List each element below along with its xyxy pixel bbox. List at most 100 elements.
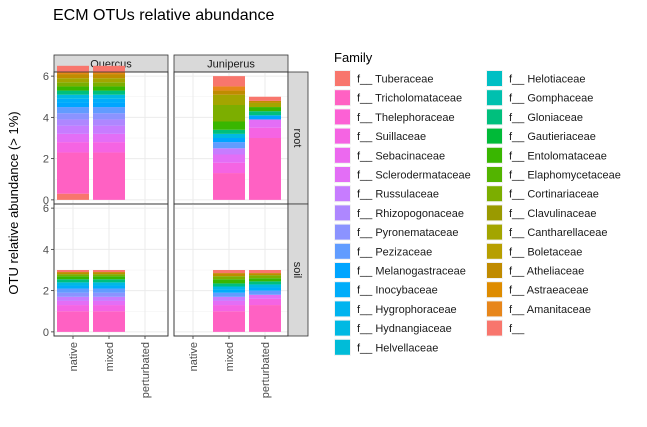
legend-key	[335, 205, 350, 221]
legend-key	[487, 71, 502, 86]
bar-segment	[249, 107, 281, 112]
bar-segment	[213, 162, 245, 174]
legend-label: f__ Atheliaceae	[509, 266, 584, 278]
bar-segment	[213, 305, 245, 312]
bar-segment	[213, 76, 245, 87]
y-tick-label: 4	[43, 244, 49, 256]
bar-segment	[93, 152, 125, 200]
bar-segment	[57, 305, 89, 312]
bar-segment	[93, 113, 125, 120]
bar-segment	[213, 283, 245, 287]
legend-key	[487, 109, 502, 125]
bar-segment	[93, 74, 125, 79]
bar-segment	[93, 305, 125, 312]
bar-segment	[213, 138, 245, 143]
bar-segment	[57, 82, 89, 87]
legend-label: f__ Clavulinaceae	[509, 208, 596, 220]
legend-key	[335, 109, 350, 125]
legend-label: f__ Gloniaceae	[509, 112, 583, 124]
bar-segment	[249, 138, 281, 200]
bar-segment	[249, 115, 281, 120]
legend-label: f__ Entolomataceae	[509, 150, 607, 162]
bar-segment	[57, 78, 89, 83]
bar-segment	[57, 98, 89, 103]
bar-segment	[213, 300, 245, 306]
legend-label: f__ Amanitaceae	[509, 304, 591, 316]
legend-key	[335, 147, 350, 163]
bar-segment	[57, 72, 89, 75]
bar-segment	[93, 98, 125, 103]
bar-segment	[213, 270, 245, 274]
bar-segment	[93, 133, 125, 143]
bar-segment	[213, 286, 245, 290]
bar-segment	[249, 100, 281, 103]
bar-segment	[57, 107, 89, 114]
bar-segment	[57, 86, 89, 91]
legend: Family f__ Tuberaceae f__ Tricholomatacea…	[334, 50, 621, 356]
bar-segment	[213, 105, 245, 122]
bar-segment	[249, 284, 281, 288]
legend-key	[335, 320, 350, 336]
legend-key	[487, 90, 502, 106]
bar-segment	[249, 127, 281, 138]
bar-segment	[213, 142, 245, 149]
bar-segment	[57, 90, 89, 95]
facet-strip-row	[287, 203, 309, 337]
panel-border	[53, 203, 169, 337]
bar-segment	[93, 102, 125, 108]
bar-segment	[213, 173, 245, 200]
bar-segment	[213, 148, 245, 155]
bar-segment	[57, 142, 89, 153]
bar-segment	[57, 94, 89, 99]
bar-segment	[93, 288, 125, 293]
y-tick-label: 4	[43, 112, 49, 124]
legend-key	[487, 128, 502, 144]
bar-segment	[249, 102, 281, 108]
bar-segment	[249, 305, 281, 332]
legend-key	[487, 147, 502, 163]
bar-segment	[93, 72, 125, 75]
bar-segment	[213, 279, 245, 284]
legend-label: f__ Pyronemataceae	[357, 227, 459, 239]
bar-segment	[93, 300, 125, 306]
legend-key	[487, 186, 502, 202]
bar-segment	[213, 129, 245, 134]
bar-segment	[57, 113, 89, 120]
legend-label: f__ Inocybaceae	[357, 285, 438, 297]
bar-segment	[213, 292, 245, 297]
legend-label: f__ Astraeaceae	[509, 285, 589, 297]
bar-segment	[57, 152, 89, 194]
bar-segment	[249, 278, 281, 282]
legend-label: f__ Boletaceae	[509, 246, 582, 258]
bar-segment	[249, 290, 281, 295]
bar-segment	[57, 279, 89, 283]
y-tick-label: 2	[43, 154, 49, 166]
bar-segment	[213, 94, 245, 105]
legend-label: f__ Cantharellaceae	[509, 227, 607, 239]
legend-label: f__ Melanogastraceae	[357, 266, 466, 278]
bar-segment	[213, 90, 245, 95]
x-tick-label: mixed	[104, 342, 116, 371]
y-axis-label: OTU relative abundance (> 1%)	[6, 111, 21, 294]
bar-segment	[57, 272, 89, 275]
bar-segment	[93, 119, 125, 126]
legend-label: f__ Sclerodermataceae	[357, 170, 471, 182]
facet-strip-row-label: soil	[291, 262, 303, 279]
legend-key	[335, 243, 350, 259]
legend-label: f__ Tricholomataceae	[357, 93, 462, 105]
legend-label: f__ Rhizopogonaceae	[357, 208, 464, 220]
legend-key	[487, 320, 502, 336]
chart-title: ECM OTUs relative abundance	[53, 7, 275, 24]
bar-segment	[213, 133, 245, 138]
bar-segment	[93, 282, 125, 286]
bar-segment	[57, 125, 89, 134]
facet-strip-col-label: Juniperus	[207, 59, 255, 71]
bar-segment	[93, 94, 125, 99]
legend-label: f__ Sebacinaceae	[357, 150, 445, 162]
bar-segment	[249, 294, 281, 299]
bar-segment	[213, 121, 245, 130]
legend-key	[335, 186, 350, 202]
legend-key	[335, 90, 350, 106]
